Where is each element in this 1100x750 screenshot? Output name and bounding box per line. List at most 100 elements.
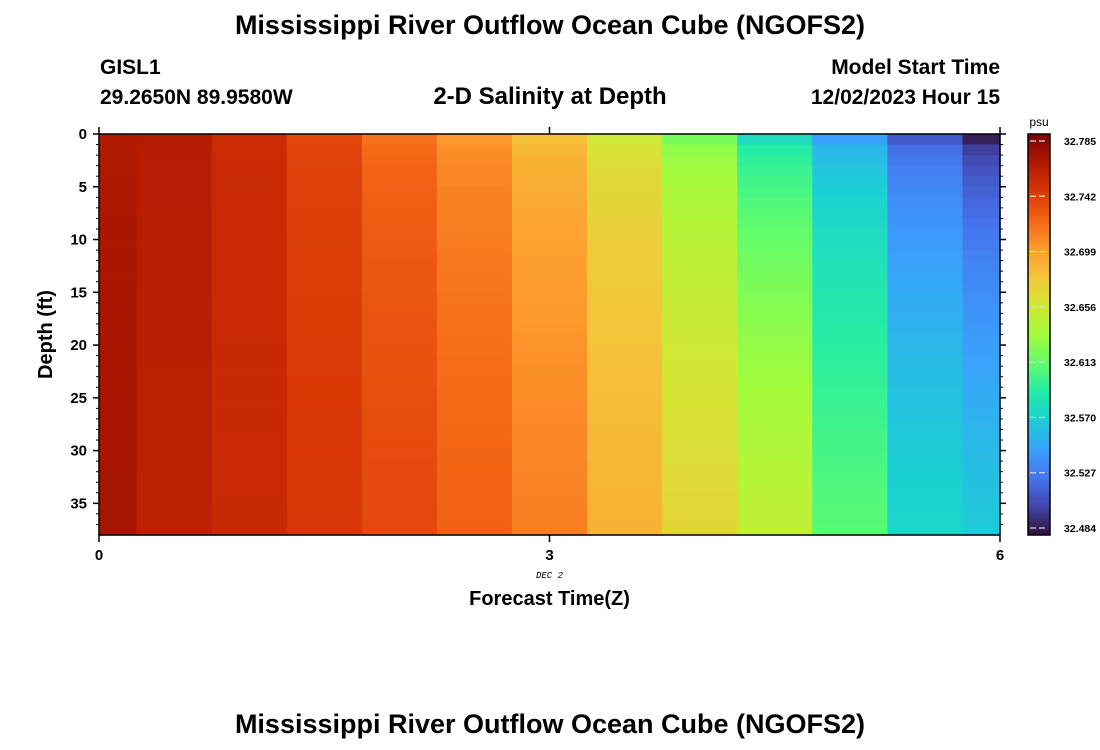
heatmap-cell bbox=[662, 281, 738, 293]
heatmap-cell bbox=[737, 471, 813, 483]
colorbar-unit: psu bbox=[1029, 115, 1048, 129]
heatmap-cell bbox=[962, 408, 1001, 420]
heatmap-cell bbox=[511, 239, 588, 251]
heatmap-cell bbox=[361, 397, 438, 409]
heatmap-cell bbox=[887, 450, 964, 462]
heatmap-cell bbox=[99, 271, 138, 283]
heatmap-cell bbox=[99, 450, 138, 462]
heatmap-cell bbox=[737, 302, 813, 314]
heatmap-cell bbox=[662, 271, 738, 283]
heatmap-cell bbox=[587, 429, 663, 441]
heatmap-cell bbox=[286, 408, 363, 420]
heatmap-cell bbox=[587, 482, 663, 494]
heatmap-cell bbox=[962, 144, 1001, 156]
heatmap-cell bbox=[812, 239, 888, 251]
heatmap-cell bbox=[962, 471, 1001, 483]
heatmap-cell bbox=[286, 334, 363, 346]
heatmap-cell bbox=[587, 418, 663, 431]
heatmap-cell bbox=[511, 144, 588, 156]
heatmap-cell bbox=[211, 207, 288, 220]
heatmap-cell bbox=[812, 186, 888, 198]
heatmap-cell bbox=[737, 281, 813, 293]
station-coordinates: 29.2650N 89.9580W bbox=[100, 86, 293, 109]
heatmap-cell bbox=[99, 292, 138, 304]
heatmap-cell bbox=[436, 250, 513, 262]
heatmap-cell bbox=[812, 397, 888, 409]
heatmap-cell bbox=[887, 186, 964, 198]
heatmap-cell bbox=[662, 471, 738, 483]
heatmap-cell bbox=[99, 492, 138, 504]
heatmap-cell bbox=[286, 418, 363, 431]
heatmap-cell bbox=[511, 334, 588, 346]
heatmap-cell bbox=[587, 366, 663, 378]
heatmap-cell bbox=[211, 345, 288, 357]
heatmap-cell bbox=[737, 440, 813, 452]
heatmap-cell bbox=[286, 260, 363, 272]
heatmap-cell bbox=[211, 366, 288, 378]
heatmap-cell bbox=[211, 482, 288, 494]
heatmap-cell bbox=[587, 461, 663, 473]
heatmap-cell bbox=[136, 239, 213, 251]
heatmap-cell bbox=[99, 471, 138, 483]
heatmap-cell bbox=[662, 292, 738, 304]
heatmap-cell bbox=[136, 471, 213, 483]
heatmap-cell bbox=[136, 387, 213, 399]
heatmap-cell bbox=[737, 313, 813, 325]
heatmap-cell bbox=[511, 271, 588, 283]
heatmap-cell bbox=[136, 355, 213, 367]
heatmap-cell bbox=[962, 228, 1001, 241]
heatmap-cell bbox=[812, 250, 888, 262]
heatmap-cell bbox=[211, 313, 288, 325]
heatmap-cell bbox=[99, 323, 138, 336]
heatmap-cells bbox=[99, 134, 1001, 536]
heatmap-cell bbox=[361, 334, 438, 346]
heatmap-cell bbox=[136, 186, 213, 198]
heatmap-cell bbox=[136, 345, 213, 357]
heatmap-cell bbox=[587, 397, 663, 409]
heatmap-cell bbox=[737, 165, 813, 177]
colorbar-tick-label: 32.484 bbox=[1064, 523, 1096, 535]
heatmap-cell bbox=[511, 450, 588, 462]
heatmap-cell bbox=[436, 134, 513, 146]
heatmap-cell bbox=[962, 218, 1001, 230]
heatmap-cell bbox=[286, 513, 363, 526]
heatmap-cell bbox=[136, 482, 213, 494]
heatmap-cell bbox=[962, 155, 1001, 167]
heatmap-cell bbox=[136, 376, 213, 388]
heatmap-cell bbox=[361, 239, 438, 251]
heatmap-cell bbox=[211, 513, 288, 526]
heatmap-cell bbox=[662, 197, 738, 209]
heatmap-cell bbox=[737, 418, 813, 431]
colorbar-tick-label: 32.570 bbox=[1064, 412, 1096, 424]
heatmap-cell bbox=[887, 260, 964, 272]
heatmap-cell bbox=[587, 408, 663, 420]
heatmap-cell bbox=[812, 218, 888, 230]
heatmap-cell bbox=[99, 366, 138, 378]
heatmap-cell bbox=[436, 260, 513, 272]
heatmap-cell bbox=[99, 482, 138, 494]
heatmap-cell bbox=[962, 461, 1001, 473]
heatmap-cell bbox=[99, 440, 138, 452]
heatmap-cell bbox=[136, 450, 213, 462]
heatmap-cell bbox=[361, 260, 438, 272]
heatmap-cell bbox=[662, 144, 738, 156]
heatmap-cell bbox=[136, 165, 213, 177]
heatmap-cell bbox=[511, 260, 588, 272]
heatmap-cell bbox=[511, 292, 588, 304]
heatmap-cell bbox=[99, 165, 138, 177]
heatmap-cell bbox=[436, 218, 513, 230]
heatmap-cell bbox=[211, 292, 288, 304]
heatmap-cell bbox=[662, 450, 738, 462]
heatmap-cell bbox=[737, 186, 813, 198]
heatmap-cell bbox=[587, 228, 663, 241]
heatmap-cell bbox=[887, 471, 964, 483]
heatmap-cell bbox=[662, 176, 738, 188]
heatmap-cell bbox=[211, 387, 288, 399]
heatmap-cell bbox=[286, 503, 363, 515]
heatmap-cell bbox=[286, 450, 363, 462]
heatmap-cell bbox=[962, 513, 1001, 526]
heatmap-cell bbox=[887, 366, 964, 378]
heatmap-cell bbox=[361, 165, 438, 177]
chart-subtitle: 2-D Salinity at Depth bbox=[433, 83, 667, 110]
heatmap-cell bbox=[286, 376, 363, 388]
